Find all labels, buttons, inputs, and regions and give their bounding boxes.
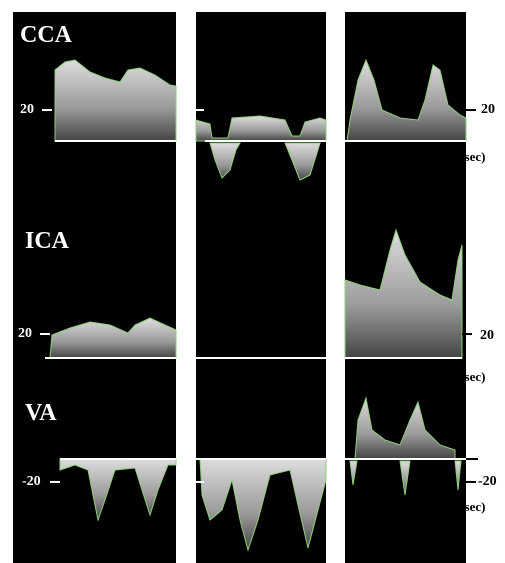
tick-label: -20	[478, 474, 497, 489]
tick-label: 20	[20, 102, 34, 117]
row-label: ICA	[25, 228, 70, 254]
row-label: VA	[25, 400, 57, 426]
unit-label: (cm/sec)	[440, 499, 485, 514]
waveform	[346, 58, 467, 142]
waveform	[195, 115, 327, 142]
tick-label: 20	[480, 328, 494, 343]
unit-label: (cm/sec)	[440, 369, 485, 384]
tick-label: 20	[18, 326, 32, 341]
waveform	[54, 59, 177, 142]
row-label: CCA	[20, 22, 73, 48]
waveform	[354, 396, 456, 460]
waveform	[59, 458, 177, 522]
tick-label: -20	[22, 474, 41, 489]
unit-label: (cm/sec)	[440, 149, 485, 164]
waveform	[199, 458, 327, 552]
waveform	[209, 142, 321, 181]
waveform	[349, 460, 462, 496]
waveform	[49, 317, 177, 359]
waveform	[344, 228, 463, 359]
tick-label: 20	[481, 102, 495, 117]
